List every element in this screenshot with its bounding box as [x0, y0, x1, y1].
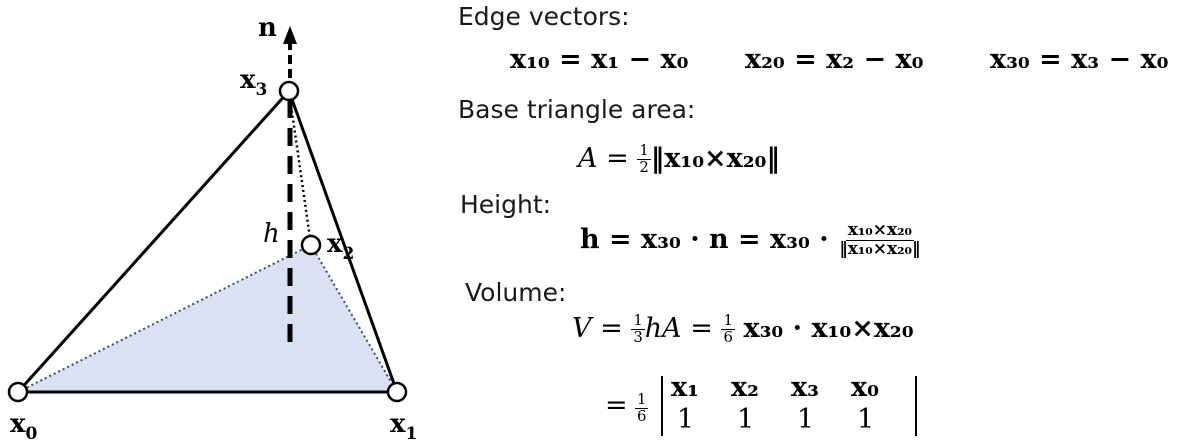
- area-heading: Base triangle area:: [458, 95, 696, 124]
- label-x2: x2: [327, 229, 354, 264]
- height-heading: Height:: [460, 190, 552, 219]
- volume-mid: hA =: [644, 313, 713, 344]
- edge-equation-1: x₁₀ = x₁ − x₀: [510, 44, 689, 75]
- vertex-x0: [7, 381, 29, 403]
- height-fraction: x₁₀×x₂₀ ‖x₁₀×x₂₀‖: [839, 220, 921, 259]
- det-cell: x₂: [731, 372, 759, 403]
- determinant-equals: =: [605, 390, 628, 421]
- det-cell: 1: [677, 404, 695, 435]
- determinant-row-2: 1 1 1 1: [677, 404, 917, 435]
- label-x1: x1: [390, 409, 417, 443]
- edge-x3-x1: [287, 90, 399, 393]
- label-x0: x0: [10, 409, 38, 443]
- height-lhs: h = x₃₀ · n = x₃₀ ·: [580, 223, 829, 255]
- edge-equation-3: x₃₀ = x₃ − x₀: [990, 44, 1169, 75]
- label-x3: x3: [240, 65, 267, 100]
- area-rhs: ‖x₁₀×x₂₀‖: [650, 143, 780, 174]
- det-cell: x₁: [671, 372, 699, 403]
- det-cell: 1: [857, 404, 875, 435]
- edge-vectors-heading: Edge vectors:: [458, 2, 630, 31]
- det-cell: 1: [797, 404, 815, 435]
- area-lhs: A =: [578, 143, 629, 174]
- volume-rhs: x₃₀ · x₁₀×x₂₀: [743, 313, 914, 344]
- determinant-row-1: x₁ x₂ x₃ x₀: [671, 372, 911, 403]
- height-equation: h = x₃₀ · n = x₃₀ · x₁₀×x₂₀ ‖x₁₀×x₂₀‖: [580, 220, 923, 259]
- det-cell: x₀: [851, 372, 879, 403]
- normal-arrowhead: [283, 26, 297, 44]
- vertex-x3: [278, 80, 300, 102]
- tetrahedron-diagram: n x3 x2 h x0 x1: [7, 13, 417, 443]
- label-h: h: [263, 219, 280, 249]
- determinant-bar-right: [915, 376, 917, 436]
- label-n: n: [258, 13, 277, 43]
- volume-lhs: V =: [572, 313, 623, 344]
- edge-equation-2: x₂₀ = x₂ − x₀: [745, 44, 924, 75]
- base-triangle: [18, 245, 397, 392]
- vertex-x1: [386, 381, 408, 403]
- determinant-bar-left: [661, 376, 663, 436]
- edge-x3-x2: [287, 90, 313, 246]
- edge-x2-x1: [310, 244, 398, 393]
- edge-x0-x3: [16, 89, 291, 394]
- volume-heading: Volume:: [465, 278, 567, 307]
- vertex-x2: [300, 234, 322, 256]
- det-cell: x₃: [791, 372, 819, 403]
- area-equation: A = 1 2 ‖x₁₀×x₂₀‖: [578, 143, 780, 176]
- det-cell: 1: [737, 404, 755, 435]
